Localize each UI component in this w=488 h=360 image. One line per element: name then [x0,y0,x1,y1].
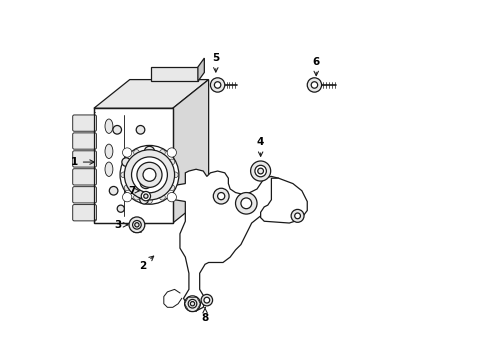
Circle shape [142,168,156,181]
Circle shape [140,177,151,189]
Circle shape [235,193,257,214]
Text: 4: 4 [256,138,264,156]
Circle shape [122,158,130,166]
Circle shape [124,150,174,200]
Circle shape [241,198,251,209]
Circle shape [146,198,152,203]
Circle shape [144,146,154,156]
Circle shape [109,186,118,195]
Circle shape [203,297,209,303]
Circle shape [169,185,174,190]
Circle shape [310,82,317,88]
Circle shape [159,150,165,156]
Circle shape [167,193,176,202]
Circle shape [117,205,124,212]
Circle shape [133,150,139,156]
Circle shape [290,210,304,222]
Circle shape [167,148,176,157]
FancyBboxPatch shape [73,115,96,131]
Circle shape [294,213,300,219]
Circle shape [122,148,132,157]
Ellipse shape [105,144,113,158]
Circle shape [257,168,263,174]
Ellipse shape [105,119,113,134]
Ellipse shape [105,162,113,176]
Circle shape [129,217,144,233]
Circle shape [124,159,130,165]
Text: 1: 1 [70,157,94,167]
Circle shape [121,172,126,178]
Circle shape [143,194,148,198]
Circle shape [132,221,141,229]
FancyBboxPatch shape [73,204,96,221]
FancyBboxPatch shape [73,169,96,185]
Text: 5: 5 [212,53,219,72]
Polygon shape [171,169,284,311]
Circle shape [146,146,152,152]
Circle shape [135,223,139,227]
Circle shape [188,300,196,308]
Polygon shape [260,178,306,223]
Circle shape [184,296,200,312]
Circle shape [141,192,150,201]
Circle shape [250,161,270,181]
Bar [94,108,172,223]
Circle shape [145,176,153,184]
Circle shape [217,193,224,200]
Polygon shape [198,58,204,81]
Circle shape [131,157,167,193]
Circle shape [254,165,266,177]
Circle shape [190,302,194,306]
Text: 7: 7 [127,186,139,196]
Circle shape [122,193,132,202]
Circle shape [169,159,174,165]
Polygon shape [94,108,172,223]
Circle shape [214,82,221,88]
FancyBboxPatch shape [73,187,96,203]
Circle shape [210,78,224,92]
Text: 8: 8 [201,307,208,323]
Polygon shape [94,80,208,108]
Circle shape [306,78,321,92]
Circle shape [159,194,165,200]
Circle shape [213,188,228,204]
Circle shape [120,145,179,204]
FancyBboxPatch shape [73,151,96,167]
Circle shape [113,126,121,134]
Circle shape [201,294,212,306]
Text: 2: 2 [139,256,153,271]
Circle shape [133,194,139,200]
Polygon shape [151,67,198,81]
Circle shape [172,172,178,178]
Polygon shape [172,80,208,223]
Circle shape [140,195,148,204]
Circle shape [136,126,144,134]
Circle shape [137,162,162,188]
Circle shape [124,185,130,190]
Text: 3: 3 [114,220,127,230]
Text: 6: 6 [312,57,319,76]
FancyBboxPatch shape [73,133,96,149]
